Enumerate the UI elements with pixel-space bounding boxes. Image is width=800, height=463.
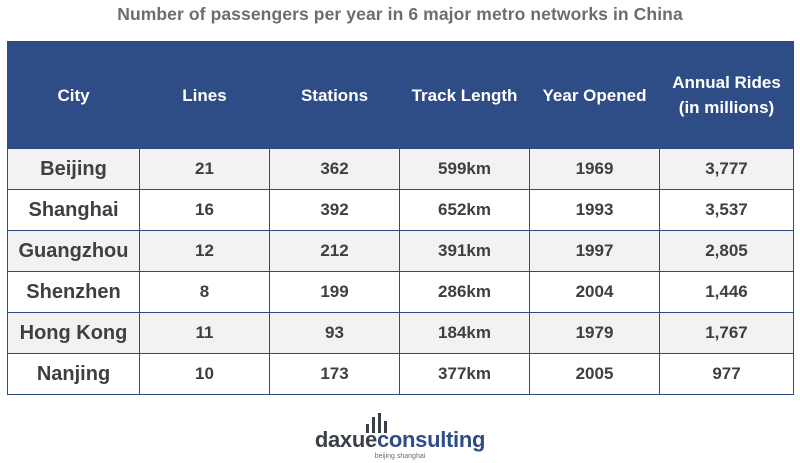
city-cell: Hong Kong [7, 312, 140, 354]
column-header-line: Annual Rides [672, 73, 781, 92]
column-header-line: Stations [300, 85, 369, 105]
brand-tagline: beijing shanghai [374, 453, 426, 460]
table-cell: 93 [269, 312, 400, 354]
table-cell: 652km [399, 189, 530, 231]
table-cell: 1,446 [659, 271, 794, 313]
table-cell: 1993 [529, 189, 660, 231]
table-cell: 2,805 [659, 230, 794, 272]
column-header-line: (in millions) [678, 98, 775, 117]
table-cell: 11 [139, 312, 270, 354]
table-cell: 392 [269, 189, 400, 231]
table-cell: 173 [269, 353, 400, 395]
table-row: Shanghai 16 392 652km 1993 3,537 [7, 189, 794, 231]
column-header-line: Track Length [411, 85, 518, 105]
column-header: Track Length [399, 41, 530, 149]
table-header-row: City Lines Stations Track Length Year Opened… [7, 41, 794, 149]
table-cell: 3,777 [659, 148, 794, 190]
brand-name-part1: daxue [314, 427, 377, 452]
column-header-line: Year Opened [542, 85, 647, 105]
table-cell: 184km [399, 312, 530, 354]
column-header: Stations [269, 41, 400, 149]
metro-table: City Lines Stations Track Length Year Opened… [7, 41, 794, 395]
table-cell: 3,537 [659, 189, 794, 231]
table-body: Beijing 21 362 599km 1969 3,777 Shanghai 16 392 6… [7, 148, 794, 395]
city-cell: Guangzhou [7, 230, 140, 272]
chart-title: Number of passengers per year in 6 major… [117, 4, 683, 24]
table-cell: 21 [139, 148, 270, 190]
column-header: City [7, 41, 140, 149]
table-row: Beijing 21 362 599km 1969 3,777 [7, 148, 794, 190]
table-cell: 1,767 [659, 312, 794, 354]
table-row: Nanjing 10 173 377km 2005 977 [7, 353, 794, 395]
column-header-line: City [57, 85, 90, 105]
table-cell: 977 [659, 353, 794, 395]
table-row: Hong Kong 11 93 184km 1979 1,767 [7, 312, 794, 354]
city-cell: Shanghai [7, 189, 140, 231]
brand-name-part2: consulting [376, 427, 486, 452]
brand-name: daxueconsulting [0, 427, 800, 453]
column-header: Annual Rides (in millions) [659, 41, 794, 149]
city-cell: Beijing [7, 148, 140, 190]
table-cell: 1997 [529, 230, 660, 272]
table-cell: 377km [399, 353, 530, 395]
city-cell: Nanjing [7, 353, 140, 395]
table-cell: 212 [269, 230, 400, 272]
table-cell: 199 [269, 271, 400, 313]
table-cell: 286km [399, 271, 530, 313]
table-cell: 1969 [529, 148, 660, 190]
city-cell: Shenzhen [7, 271, 140, 313]
column-header: Lines [139, 41, 270, 149]
table-cell: 1979 [529, 312, 660, 354]
table-cell: 362 [269, 148, 400, 190]
bar-chart-icon [365, 413, 389, 433]
table-cell: 8 [139, 271, 270, 313]
table-cell: 2005 [529, 353, 660, 395]
table-cell: 12 [139, 230, 270, 272]
column-header: Year Opened [529, 41, 660, 149]
table-cell: 2004 [529, 271, 660, 313]
table-cell: 10 [139, 353, 270, 395]
table-cell: 391km [399, 230, 530, 272]
brand-logo: daxueconsulting beijing shanghai [0, 411, 800, 461]
table-cell: 16 [139, 189, 270, 231]
table-row: Guangzhou 12 212 391km 1997 2,805 [7, 230, 794, 272]
table-cell: 599km [399, 148, 530, 190]
table-row: Shenzhen 8 199 286km 2004 1,446 [7, 271, 794, 313]
column-header-line: Lines [182, 85, 227, 105]
